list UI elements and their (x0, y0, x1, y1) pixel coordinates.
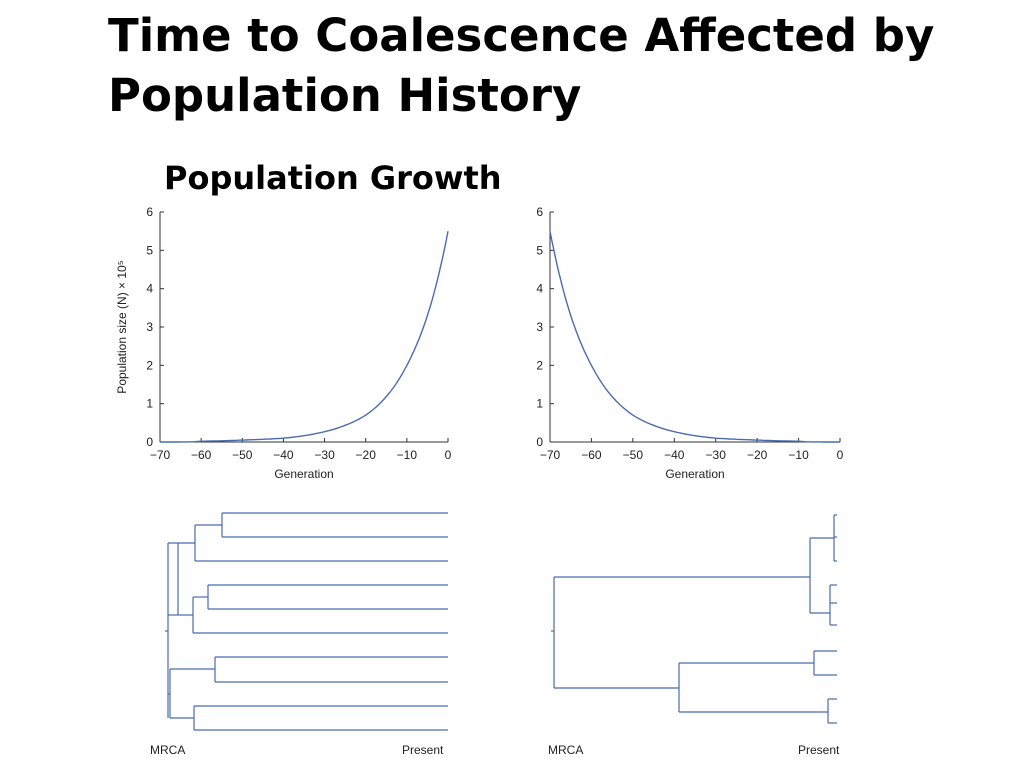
y-tick-label: 5 (146, 243, 153, 257)
y-tick-label: 6 (536, 205, 543, 219)
tree-branches-right (551, 514, 837, 724)
x-tick-label: −50 (232, 448, 253, 462)
population-curve (160, 231, 449, 443)
growth-chart-right: −70 −60 −50 −40 −30 −20 −10 0 0 1 2 3 4 5 6 Generation (536, 205, 844, 481)
x-tick-label: −20 (356, 448, 377, 462)
x-axis-title: Generation (274, 467, 333, 481)
y-tick-label: 1 (536, 397, 543, 411)
x-tick-label: 0 (837, 448, 844, 462)
population-curve (549, 231, 840, 443)
y-tick-label: 4 (146, 282, 153, 296)
x-tick-label: −60 (581, 448, 602, 462)
y-tick-label: 3 (146, 320, 153, 334)
slide-title: Time to Coalescence Affected by Populati… (108, 6, 1008, 126)
slide-title-line-2: Population History (108, 69, 582, 122)
tree-left-mrca-label: MRCA (150, 743, 185, 757)
y-tick-label: 2 (146, 358, 153, 372)
x-tick-label: −70 (540, 448, 561, 462)
tree-right-mrca-label: MRCA (548, 743, 583, 757)
x-tick-label: −40 (273, 448, 294, 462)
tree-left-present-label: Present (402, 743, 444, 757)
slide-subtitle: Population Growth (164, 159, 502, 197)
tree-right-present-label: Present (798, 743, 840, 757)
x-tick-label: −70 (150, 448, 171, 462)
x-tick-label: −10 (397, 448, 418, 462)
x-tick-label: −30 (314, 448, 335, 462)
tree-branches-left (165, 512, 448, 731)
growth-chart-left: −70 −60 −50 −40 −30 −20 −10 0 0 1 2 3 4 5 6 Generation P… (115, 205, 452, 481)
x-tick-label: −10 (788, 448, 809, 462)
y-tick-label: 0 (536, 435, 543, 449)
y-tick-label: 5 (536, 243, 543, 257)
coalescent-tree-right: MRCA Present (548, 514, 840, 757)
y-tick-label: 1 (146, 397, 153, 411)
x-tick-label: −60 (191, 448, 212, 462)
y-axis-title: Population size (N) × 10⁵ (115, 260, 129, 393)
x-tick-label: −30 (706, 448, 727, 462)
slide-title-line-1: Time to Coalescence Affected by (108, 9, 935, 62)
y-tick-label: 6 (146, 205, 153, 219)
x-tick-label: −50 (623, 448, 644, 462)
coalescent-tree-left: MRCA Present (150, 512, 448, 757)
x-axis-title: Generation (665, 467, 724, 481)
y-tick-label: 0 (146, 435, 153, 449)
y-tick-label: 2 (536, 358, 543, 372)
y-tick-label: 3 (536, 320, 543, 334)
y-tick-label: 4 (536, 282, 543, 296)
x-tick-label: −40 (664, 448, 685, 462)
x-tick-label: 0 (445, 448, 452, 462)
x-tick-label: −20 (747, 448, 768, 462)
